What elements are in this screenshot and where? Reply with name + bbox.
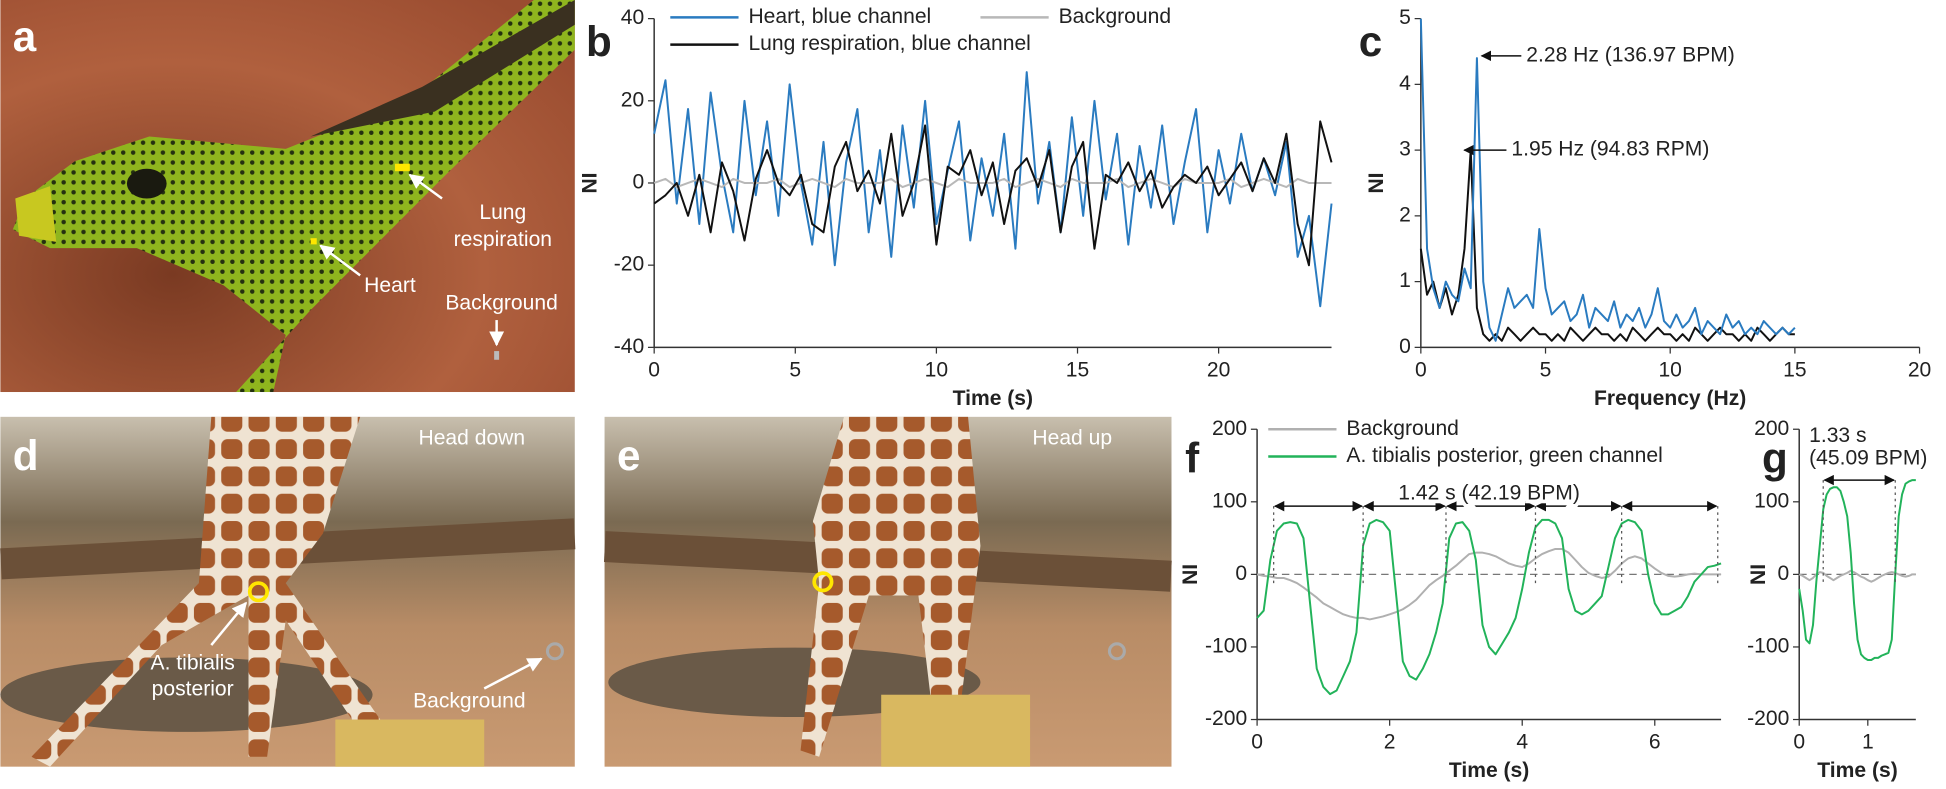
x-tick-label: 5 (1540, 358, 1552, 381)
annotation: 2.28 Hz (136.97 BPM) (1526, 43, 1735, 66)
x-axis-title: Time (s) (1817, 759, 1897, 782)
photo-label: respiration (454, 228, 552, 251)
annotation: 1.42 s (42.19 BPM) (1398, 481, 1580, 504)
legend-label: Lung respiration, blue channel (748, 32, 1030, 55)
legend-label: A. tibialis posterior, green channel (1346, 444, 1662, 467)
y-tick-label: -100 (1747, 635, 1789, 658)
data-line (1419, 149, 1795, 342)
y-tick-label: 200 (1212, 417, 1247, 440)
photo-d: d Head down A. tibialis posterior Backgr… (0, 416, 576, 767)
annotation: 1.95 Hz (94.83 RPM) (1511, 138, 1709, 161)
x-tick-label: 1 (1862, 731, 1874, 754)
x-tick-label: 10 (925, 358, 948, 381)
y-tick-label: -100 (1205, 635, 1247, 658)
y-tick-label: 0 (1778, 562, 1790, 585)
panel-letter: e (617, 432, 640, 479)
x-tick-label: 6 (1649, 731, 1661, 754)
x-tick-label: 0 (1251, 731, 1263, 754)
y-tick-label: 5 (1399, 6, 1411, 29)
y-tick-label: 100 (1212, 489, 1247, 512)
panel-letter: c (1359, 18, 1382, 65)
data-line (653, 71, 1333, 308)
legend-label: Background (1059, 5, 1172, 28)
x-tick-label: 0 (1415, 358, 1427, 381)
y-tick-label: 0 (1399, 335, 1411, 358)
x-tick-label: 15 (1066, 358, 1089, 381)
y-tick-label: -200 (1205, 707, 1247, 730)
x-tick-label: 15 (1783, 358, 1806, 381)
photo-caption: Head up (1032, 427, 1112, 450)
x-tick-label: 10 (1658, 358, 1681, 381)
photo-label: Heart (364, 274, 416, 297)
y-tick-label: 4 (1399, 72, 1411, 95)
x-tick-label: 2 (1384, 731, 1396, 754)
legend-label: Heart, blue channel (748, 5, 931, 28)
photo-caption: Head down (418, 427, 525, 450)
annotation: (45.09 BPM) (1809, 447, 1927, 470)
photo-label: A. tibialis (151, 651, 235, 674)
data-line (653, 120, 1333, 267)
photo-e: e Head up (603, 416, 1172, 767)
panel-letter: f (1185, 435, 1200, 482)
data-line (1256, 547, 1722, 621)
data-line (1798, 479, 1916, 661)
data-line (1256, 518, 1722, 696)
y-tick-label: 1 (1399, 269, 1411, 292)
panel-letter: d (13, 432, 39, 479)
x-tick-label: 0 (1793, 731, 1805, 754)
x-tick-label: 20 (1207, 358, 1230, 381)
y-tick-label: 2 (1399, 203, 1411, 226)
y-axis-title: NI (578, 172, 601, 193)
y-tick-label: -40 (614, 335, 644, 358)
y-tick-label: 20 (621, 88, 644, 111)
y-tick-label: 0 (1235, 562, 1247, 585)
y-axis-title: NI (1747, 564, 1770, 585)
x-tick-label: 4 (1516, 731, 1528, 754)
panel-letter: g (1762, 435, 1788, 482)
photo-label: Background (413, 690, 526, 713)
photo-label: Lung (479, 201, 526, 224)
legend-label: Background (1346, 417, 1459, 440)
y-tick-label: 40 (621, 6, 644, 29)
photo-label: Background (445, 292, 557, 315)
annotation: 1.33 s (1809, 424, 1866, 447)
data-line (1798, 569, 1916, 583)
photo-label: posterior (152, 677, 234, 700)
x-axis-title: Frequency (Hz) (1594, 387, 1746, 410)
y-tick-label: 0 (633, 171, 645, 194)
x-axis-title: Time (s) (1449, 759, 1529, 782)
y-tick-label: 200 (1754, 417, 1789, 440)
x-tick-label: 0 (648, 358, 660, 381)
panel-letter: a (13, 13, 37, 60)
y-tick-label: -200 (1747, 707, 1789, 730)
x-tick-label: 5 (789, 358, 801, 381)
y-axis-title: NI (1179, 564, 1202, 585)
panel-letter: b (586, 18, 612, 65)
y-tick-label: 3 (1399, 138, 1411, 161)
data-line (653, 177, 1332, 189)
photo-a: a Lung respiration Heart Background (0, 0, 575, 393)
data-line (1419, 18, 1796, 342)
x-tick-label: 20 (1908, 358, 1931, 381)
x-axis-title: Time (s) (953, 387, 1033, 410)
y-tick-label: -20 (614, 253, 644, 276)
y-axis-title: NI (1365, 172, 1388, 193)
y-tick-label: 100 (1754, 489, 1789, 512)
